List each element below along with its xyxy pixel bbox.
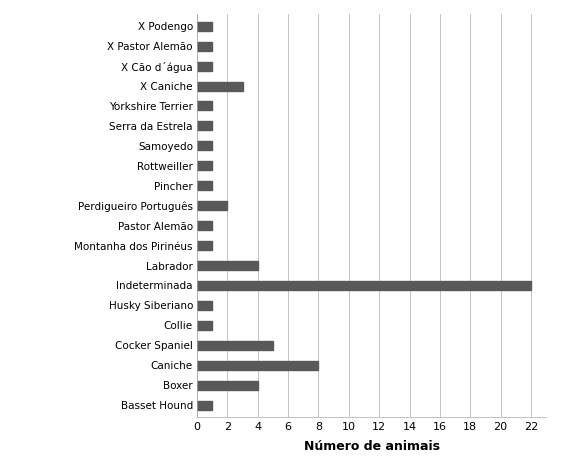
Bar [197, 161, 212, 170]
Bar [197, 221, 212, 230]
Bar [197, 261, 258, 270]
Bar [197, 281, 531, 290]
Bar [197, 101, 212, 110]
Bar [197, 22, 212, 31]
Bar [197, 141, 212, 150]
Bar [197, 62, 212, 71]
Bar [197, 381, 258, 390]
Bar [197, 42, 212, 51]
Bar [197, 121, 212, 130]
Bar [197, 82, 243, 91]
Bar [197, 241, 212, 250]
Bar [197, 361, 319, 370]
Bar [197, 181, 212, 190]
Bar [197, 301, 212, 310]
X-axis label: Número de animais: Número de animais [303, 440, 440, 453]
Bar [197, 401, 212, 410]
Bar [197, 341, 273, 350]
Bar [197, 321, 212, 330]
Bar [197, 201, 227, 210]
